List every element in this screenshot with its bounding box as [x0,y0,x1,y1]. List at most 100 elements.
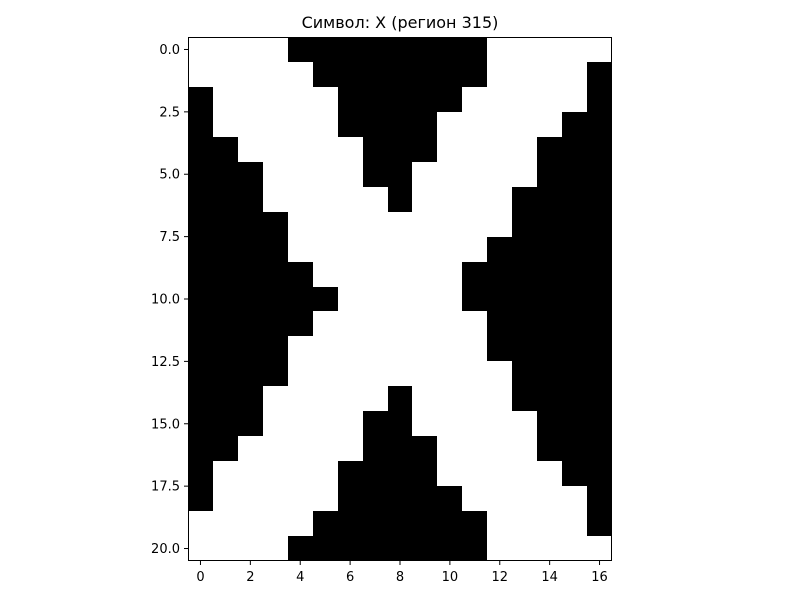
y-tick-label: 5.0 [159,168,180,183]
heatmap-cell [288,262,313,287]
heatmap-cell [338,212,363,237]
heatmap-cell [487,287,512,311]
heatmap-cell [313,386,338,411]
heatmap-cell [263,461,288,486]
heatmap-cell [587,237,612,262]
heatmap-cell [188,336,213,361]
heatmap-cell [363,112,388,137]
heatmap-cell [462,311,487,336]
heatmap-cell [512,37,537,62]
heatmap-cell [313,112,338,137]
heatmap-cell [412,262,437,287]
heatmap-cell [512,311,537,336]
heatmap-cell [388,237,412,262]
heatmap-cell [487,262,512,287]
heatmap-cell [512,361,537,386]
heatmap-cell [537,187,562,212]
heatmap-cell [537,386,562,411]
heatmap-cells [188,37,612,561]
heatmap-cell [188,262,213,287]
heatmap-cell [363,262,388,287]
heatmap-cell [188,461,213,486]
heatmap-cell [338,37,363,62]
heatmap-cell [537,37,562,62]
heatmap-cell [288,112,313,137]
heatmap-cell [537,461,562,486]
heatmap-cell [412,361,437,386]
heatmap-cell [412,511,437,536]
heatmap-cell [437,187,462,212]
heatmap-cell [238,37,263,62]
heatmap-cell [338,486,363,511]
heatmap-cell [263,436,288,461]
heatmap-cell [263,262,288,287]
heatmap-cell [288,511,313,536]
heatmap-cell [437,112,462,137]
heatmap-cell [288,461,313,486]
heatmap-cell [363,411,388,436]
heatmap-cell [338,262,363,287]
heatmap-cell [313,436,338,461]
heatmap-cell [213,212,238,237]
heatmap-cell [587,311,612,336]
heatmap-cell [437,162,462,187]
heatmap-cell [288,386,313,411]
heatmap-cell [487,336,512,361]
heatmap-cell [338,287,363,311]
heatmap-cell [313,62,338,87]
heatmap-cell [213,137,238,162]
heatmap-cell [263,336,288,361]
heatmap-cell [188,237,213,262]
heatmap-cell [288,37,313,62]
heatmap-cell [288,212,313,237]
heatmap-cell [213,386,238,411]
heatmap-cell [437,361,462,386]
heatmap-cell [512,262,537,287]
heatmap-cell [462,137,487,162]
heatmap-cell [562,162,587,187]
heatmap-cell [412,536,437,561]
heatmap-cell [512,212,537,237]
y-tick-label: 15.0 [151,417,180,432]
heatmap-cell [537,336,562,361]
heatmap-cell [313,87,338,112]
heatmap-cell [587,287,612,311]
heatmap-cell [388,212,412,237]
heatmap-cell [188,112,213,137]
heatmap-cell [388,262,412,287]
heatmap-cell [213,486,238,511]
heatmap-cell [537,87,562,112]
heatmap-cell [437,536,462,561]
heatmap-cell [363,361,388,386]
heatmap-cell [487,212,512,237]
heatmap-cell [388,386,412,411]
heatmap-cell [487,436,512,461]
heatmap-cell [288,411,313,436]
heatmap-cell [188,162,213,187]
heatmap-cell [562,137,587,162]
heatmap-cell [462,361,487,386]
heatmap-cell [363,212,388,237]
heatmap-cell [288,436,313,461]
heatmap-cell [263,87,288,112]
heatmap-cell [587,386,612,411]
heatmap-cell [388,536,412,561]
heatmap-cell [537,137,562,162]
x-tick-label: 12 [491,570,508,585]
heatmap-cell [437,386,462,411]
heatmap-cell [487,112,512,137]
heatmap-cell [388,137,412,162]
heatmap-cell [313,187,338,212]
heatmap-cell [462,162,487,187]
heatmap-cell [412,486,437,511]
heatmap-cell [263,62,288,87]
heatmap-cell [537,511,562,536]
x-tick-label: 0 [196,570,204,585]
heatmap-cell [412,237,437,262]
heatmap-cell [338,436,363,461]
heatmap-cell [587,187,612,212]
heatmap-cell [562,511,587,536]
heatmap-cell [512,536,537,561]
heatmap-cell [188,361,213,386]
